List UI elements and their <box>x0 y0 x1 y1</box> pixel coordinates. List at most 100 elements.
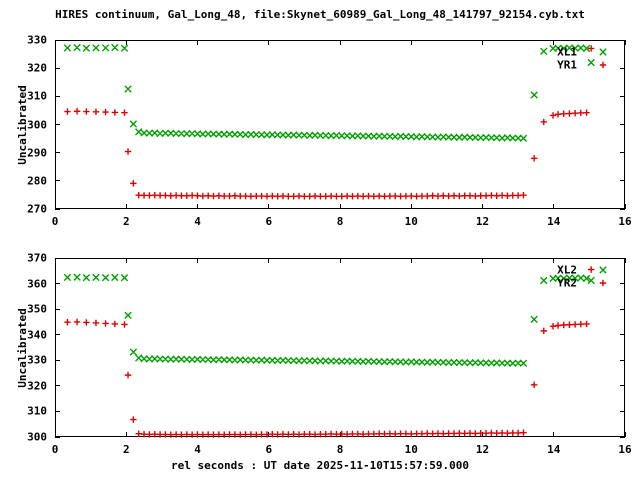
bottom-y-tick-label: 300 <box>27 430 47 444</box>
top-y-tick-label: 320 <box>27 61 47 75</box>
bottom-x-tick <box>197 432 198 437</box>
top-y-tick <box>55 180 60 182</box>
bottom-x-tick <box>54 432 56 437</box>
top-y-tick-label: 280 <box>27 174 47 188</box>
top-x-tick-top <box>54 40 56 45</box>
legend-label-YR1[interactable]: YR1 <box>557 58 577 72</box>
top-y-tick-right <box>620 152 625 154</box>
bottom-y-tick <box>55 359 60 361</box>
bottom-x-tick-top <box>197 258 198 263</box>
top-y-tick-right <box>620 124 625 125</box>
top-x-tick-top <box>339 40 341 45</box>
bottom-x-tick-label: 12 <box>475 443 490 456</box>
bottom-y-tick-right <box>620 359 625 361</box>
top-x-tick-top <box>197 40 198 45</box>
bottom-y-tick-label: 370 <box>27 251 47 265</box>
bottom-y-tick-right <box>620 385 625 387</box>
bottom-y-tick-label: 360 <box>27 277 47 291</box>
top-y-tick-right <box>620 208 625 210</box>
bottom-x-tick-label: 4 <box>194 443 201 456</box>
bottom-x-tick <box>553 432 555 437</box>
bottom-x-tick-top <box>339 258 341 263</box>
top-x-tick-label: 12 <box>475 215 490 228</box>
legend-label-XL2[interactable]: XL2 <box>557 263 577 277</box>
bottom-x-tick <box>339 432 341 437</box>
top-x-tick-top <box>410 40 412 45</box>
top-x-tick-label: 4 <box>194 215 201 228</box>
bottom-plot-frame <box>55 258 625 437</box>
bottom-x-tick-label: 8 <box>336 443 344 456</box>
bottom-x-tick-top <box>553 258 555 263</box>
bottom-y-tick <box>55 436 60 438</box>
top-y-tick-label: 290 <box>27 146 47 160</box>
bottom-x-tick-top <box>268 258 270 263</box>
x-axis-label: rel seconds : UT date 2025-11-10T15:57:5… <box>170 459 469 472</box>
bottom-x-tick <box>624 432 626 437</box>
bottom-x-tick <box>482 432 483 437</box>
bottom-x-tick-label: 6 <box>265 443 273 456</box>
bottom-x-tick-label: 2 <box>122 443 130 456</box>
bottom-y-tick-right <box>620 436 625 438</box>
top-y-tick-label: 310 <box>27 89 47 103</box>
bottom-y-axis-label: Uncalibrated <box>16 307 29 388</box>
top-x-tick <box>553 204 555 209</box>
top-x-tick-label: 2 <box>122 215 130 228</box>
bottom-y-tick-label: 350 <box>27 302 47 316</box>
bottom-x-tick-top <box>125 258 127 263</box>
bottom-y-tick-right <box>620 410 625 412</box>
top-y-tick <box>55 39 60 41</box>
bottom-x-tick <box>410 432 412 437</box>
top-x-tick-label: 6 <box>265 215 273 228</box>
top-x-tick-label: 16 <box>618 215 632 228</box>
bottom-x-tick <box>125 432 127 437</box>
top-x-tick-top <box>482 40 483 45</box>
bottom-x-tick-label: 14 <box>547 443 561 456</box>
top-y-tick-right <box>620 39 625 41</box>
bottom-y-tick-right <box>620 257 625 259</box>
legend-label-YR2[interactable]: YR2 <box>557 276 577 290</box>
top-x-tick <box>482 204 483 209</box>
top-y-tick-right <box>620 67 625 69</box>
bottom-y-tick-label: 320 <box>27 379 47 393</box>
top-x-tick <box>54 204 56 209</box>
top-x-tick-label: 0 <box>51 215 59 228</box>
bottom-y-tick-label: 310 <box>27 404 47 418</box>
bottom-y-tick <box>55 283 60 285</box>
top-x-tick <box>268 204 270 209</box>
top-y-tick-right <box>620 95 625 97</box>
top-x-tick-top <box>553 40 555 45</box>
top-x-tick-label: 14 <box>547 215 561 228</box>
top-x-tick <box>410 204 412 209</box>
bottom-x-tick-top <box>482 258 483 263</box>
top-x-tick-top <box>624 40 626 45</box>
bottom-x-tick-label: 10 <box>404 443 418 456</box>
top-y-tick <box>55 95 60 97</box>
bottom-y-tick <box>55 334 60 336</box>
top-y-tick-label: 330 <box>27 33 47 47</box>
bottom-y-tick-label: 340 <box>27 328 47 342</box>
top-y-tick <box>55 208 60 210</box>
bottom-y-tick <box>55 308 60 310</box>
top-y-tick <box>55 152 60 154</box>
bottom-y-tick <box>55 257 60 259</box>
bottom-y-tick-right <box>620 334 625 336</box>
bottom-y-tick-right <box>620 283 625 285</box>
bottom-y-tick-label: 330 <box>27 353 47 367</box>
bottom-x-tick-top <box>410 258 412 263</box>
bottom-x-tick-label: 16 <box>618 443 632 456</box>
top-x-tick-label: 8 <box>336 215 344 228</box>
top-x-tick <box>624 204 626 209</box>
top-y-tick <box>55 67 60 69</box>
bottom-y-tick <box>55 410 60 412</box>
top-y-tick <box>55 124 60 125</box>
top-y-tick-right <box>620 180 625 182</box>
bottom-x-tick <box>268 432 270 437</box>
top-x-tick <box>125 204 127 209</box>
top-x-tick-label: 10 <box>404 215 418 228</box>
top-x-tick <box>197 204 198 209</box>
top-x-tick <box>339 204 341 209</box>
legend-label-XL1[interactable]: XL1 <box>557 45 577 59</box>
bottom-x-tick-label: 0 <box>51 443 59 456</box>
